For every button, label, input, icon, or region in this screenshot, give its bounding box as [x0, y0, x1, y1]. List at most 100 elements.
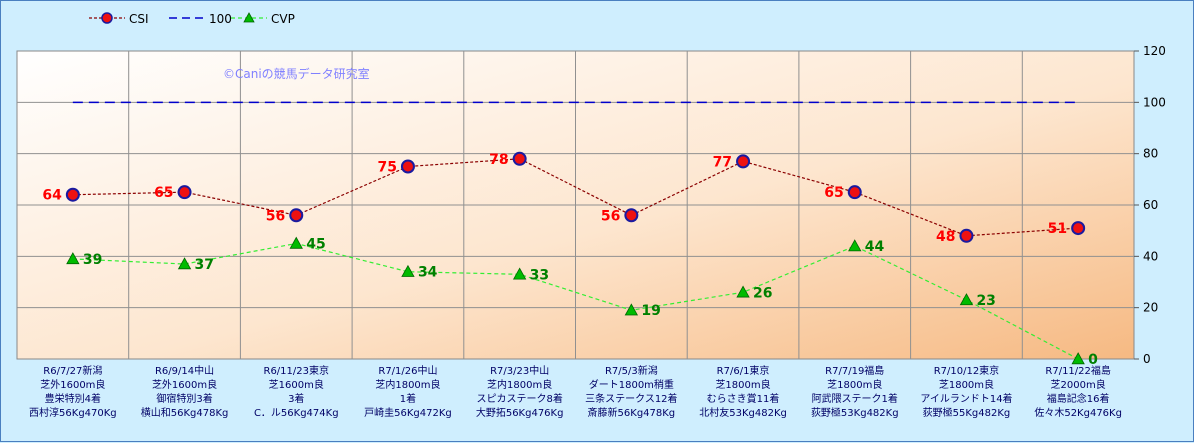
y-tick-label: 80	[1143, 147, 1158, 161]
cvp-marker	[959, 293, 974, 306]
cvp-marker	[1071, 352, 1085, 365]
legend: CSI 100 CVP	[89, 12, 295, 26]
csi-marker	[289, 208, 304, 223]
x-tick-label: 芝1600m良	[269, 378, 324, 391]
x-tick-label: 芝2000m良	[1051, 378, 1106, 391]
x-tick-label: R7/10/12東京	[934, 364, 1000, 377]
csi-data-label: 65	[824, 185, 843, 201]
cvp-data-label: 39	[83, 252, 102, 268]
x-tick-label: 戸崎圭56Kg472Kg	[364, 406, 452, 419]
x-tick-label: R7/5/3新潟	[605, 364, 658, 377]
x-tick-label: 芝内1800m良	[487, 378, 552, 391]
x-tick-label: 1着	[400, 392, 416, 405]
cvp-marker	[512, 267, 527, 280]
x-tick-label: R7/3/23中山	[490, 364, 549, 377]
x-tick-label: 豊栄特別4着	[45, 392, 101, 405]
cvp-data-label: 19	[641, 303, 660, 319]
x-tick-label: R7/1/26中山	[378, 364, 437, 377]
x-tick-label: 芝内1800m良	[375, 378, 440, 391]
cvp-marker	[848, 239, 862, 252]
csi-data-label: 51	[1048, 221, 1067, 237]
legend-marker-csi	[101, 12, 113, 24]
csi-marker	[847, 185, 862, 200]
legend-label-100: 100	[209, 12, 232, 26]
x-tick-label: スピカステーク8着	[476, 392, 562, 405]
csi-data-label: 65	[154, 185, 173, 201]
x-tick-label: C．ル56Kg474Kg	[254, 408, 339, 419]
csi-data-label: 78	[489, 152, 508, 168]
csi-marker	[400, 159, 415, 174]
csi-marker	[959, 228, 974, 243]
legend-label-cvp: CVP	[271, 12, 295, 26]
cvp-marker	[66, 252, 80, 265]
csi-data-label: 56	[266, 208, 285, 224]
cvp-data-label: 44	[865, 239, 885, 255]
x-tick-label: 芝1800m良	[827, 378, 882, 391]
x-tick-label: 芝1800m良	[715, 378, 770, 391]
cvp-data-label: 23	[976, 293, 995, 309]
cvp-data-label: 33	[530, 267, 549, 283]
series-layer: 39 37 45 34 33 19 26 44 23 0 64 65 56 75 78 56 77 65 48 51	[42, 101, 1098, 368]
x-tick-label: 西村淳56Kg470Kg	[29, 406, 117, 419]
cvp-data-label: 37	[195, 257, 214, 273]
y-tick-label: 100	[1143, 95, 1166, 109]
x-tick-label: 横山和56Kg478Kg	[141, 406, 229, 419]
x-tick-label: ダート1800m稍重	[589, 378, 674, 391]
y-tick-label: 0	[1143, 352, 1151, 366]
cvp-marker	[289, 236, 303, 249]
cvp-marker	[177, 257, 192, 270]
x-tick-label: 芝外1600m良	[40, 378, 105, 391]
csi-data-label: 75	[377, 160, 396, 176]
x-tick-label: 御宿特別3着	[156, 392, 212, 405]
x-tick-label: 北村友53Kg482Kg	[699, 406, 787, 419]
csi-marker	[736, 154, 751, 169]
legend-label-csi: CSI	[129, 12, 149, 26]
csi-marker	[1071, 221, 1086, 236]
csi-data-label: 77	[713, 154, 732, 170]
y-axis: 0 20 40 60 80 100 120	[1134, 44, 1166, 366]
cvp-marker	[736, 285, 750, 298]
x-tick-label: R6/9/14中山	[155, 364, 214, 377]
cvp-data-label: 34	[418, 265, 438, 281]
csi-marker	[65, 187, 80, 202]
legend-marker-cvp	[243, 12, 255, 23]
cvp-marker	[624, 303, 639, 316]
csi-data-label: 48	[936, 229, 955, 245]
cvp-data-label: 0	[1088, 352, 1098, 368]
watermark: ©Caniの競馬データ研究室	[223, 66, 370, 81]
x-tick-label: 佐々木52Kg476Kg	[1034, 407, 1122, 419]
csi-marker	[624, 208, 639, 223]
x-tick-label: 阿武隈ステーク1着	[812, 392, 898, 405]
csi-marker	[512, 151, 527, 166]
x-tick-label: R7/7/19福島	[825, 364, 884, 377]
x-tick-label: 3着	[288, 392, 304, 405]
cvp-data-label: 26	[753, 285, 772, 301]
csi-data-label: 56	[601, 208, 620, 224]
series-line-cvp	[72, 242, 1079, 360]
csi-data-label: 64	[42, 188, 62, 204]
cvp-data-label: 45	[306, 237, 325, 253]
x-tick-label: R7/6/1東京	[717, 364, 770, 377]
series-line-csi	[72, 158, 1079, 237]
x-tick-label: R6/7/27新潟	[43, 364, 102, 377]
x-tick-label: 福島記念16着	[1047, 392, 1110, 405]
x-tick-label: R6/11/23東京	[264, 364, 330, 377]
y-tick-label: 20	[1143, 301, 1158, 315]
x-tick-label: 斎藤新56Kg478Kg	[588, 406, 676, 419]
y-tick-label: 60	[1143, 198, 1158, 212]
x-tick-label: 荻野極55Kg482Kg	[923, 406, 1011, 419]
x-tick-label: 荻野極53Kg482Kg	[811, 406, 899, 419]
y-tick-label: 40	[1143, 249, 1158, 263]
y-tick-label: 120	[1143, 44, 1166, 58]
x-tick-label: 大野拓56Kg476Kg	[476, 406, 564, 419]
csi-marker	[177, 185, 192, 200]
x-tick-label: 芝1800m良	[939, 378, 994, 391]
x-tick-label: アイルランドト14着	[920, 392, 1012, 405]
x-tick-label: 芝外1600m良	[152, 378, 217, 391]
x-tick-label: 三条ステークス12着	[585, 392, 677, 405]
x-tick-label: R7/11/22福島	[1045, 364, 1111, 377]
cvp-marker	[401, 264, 415, 277]
